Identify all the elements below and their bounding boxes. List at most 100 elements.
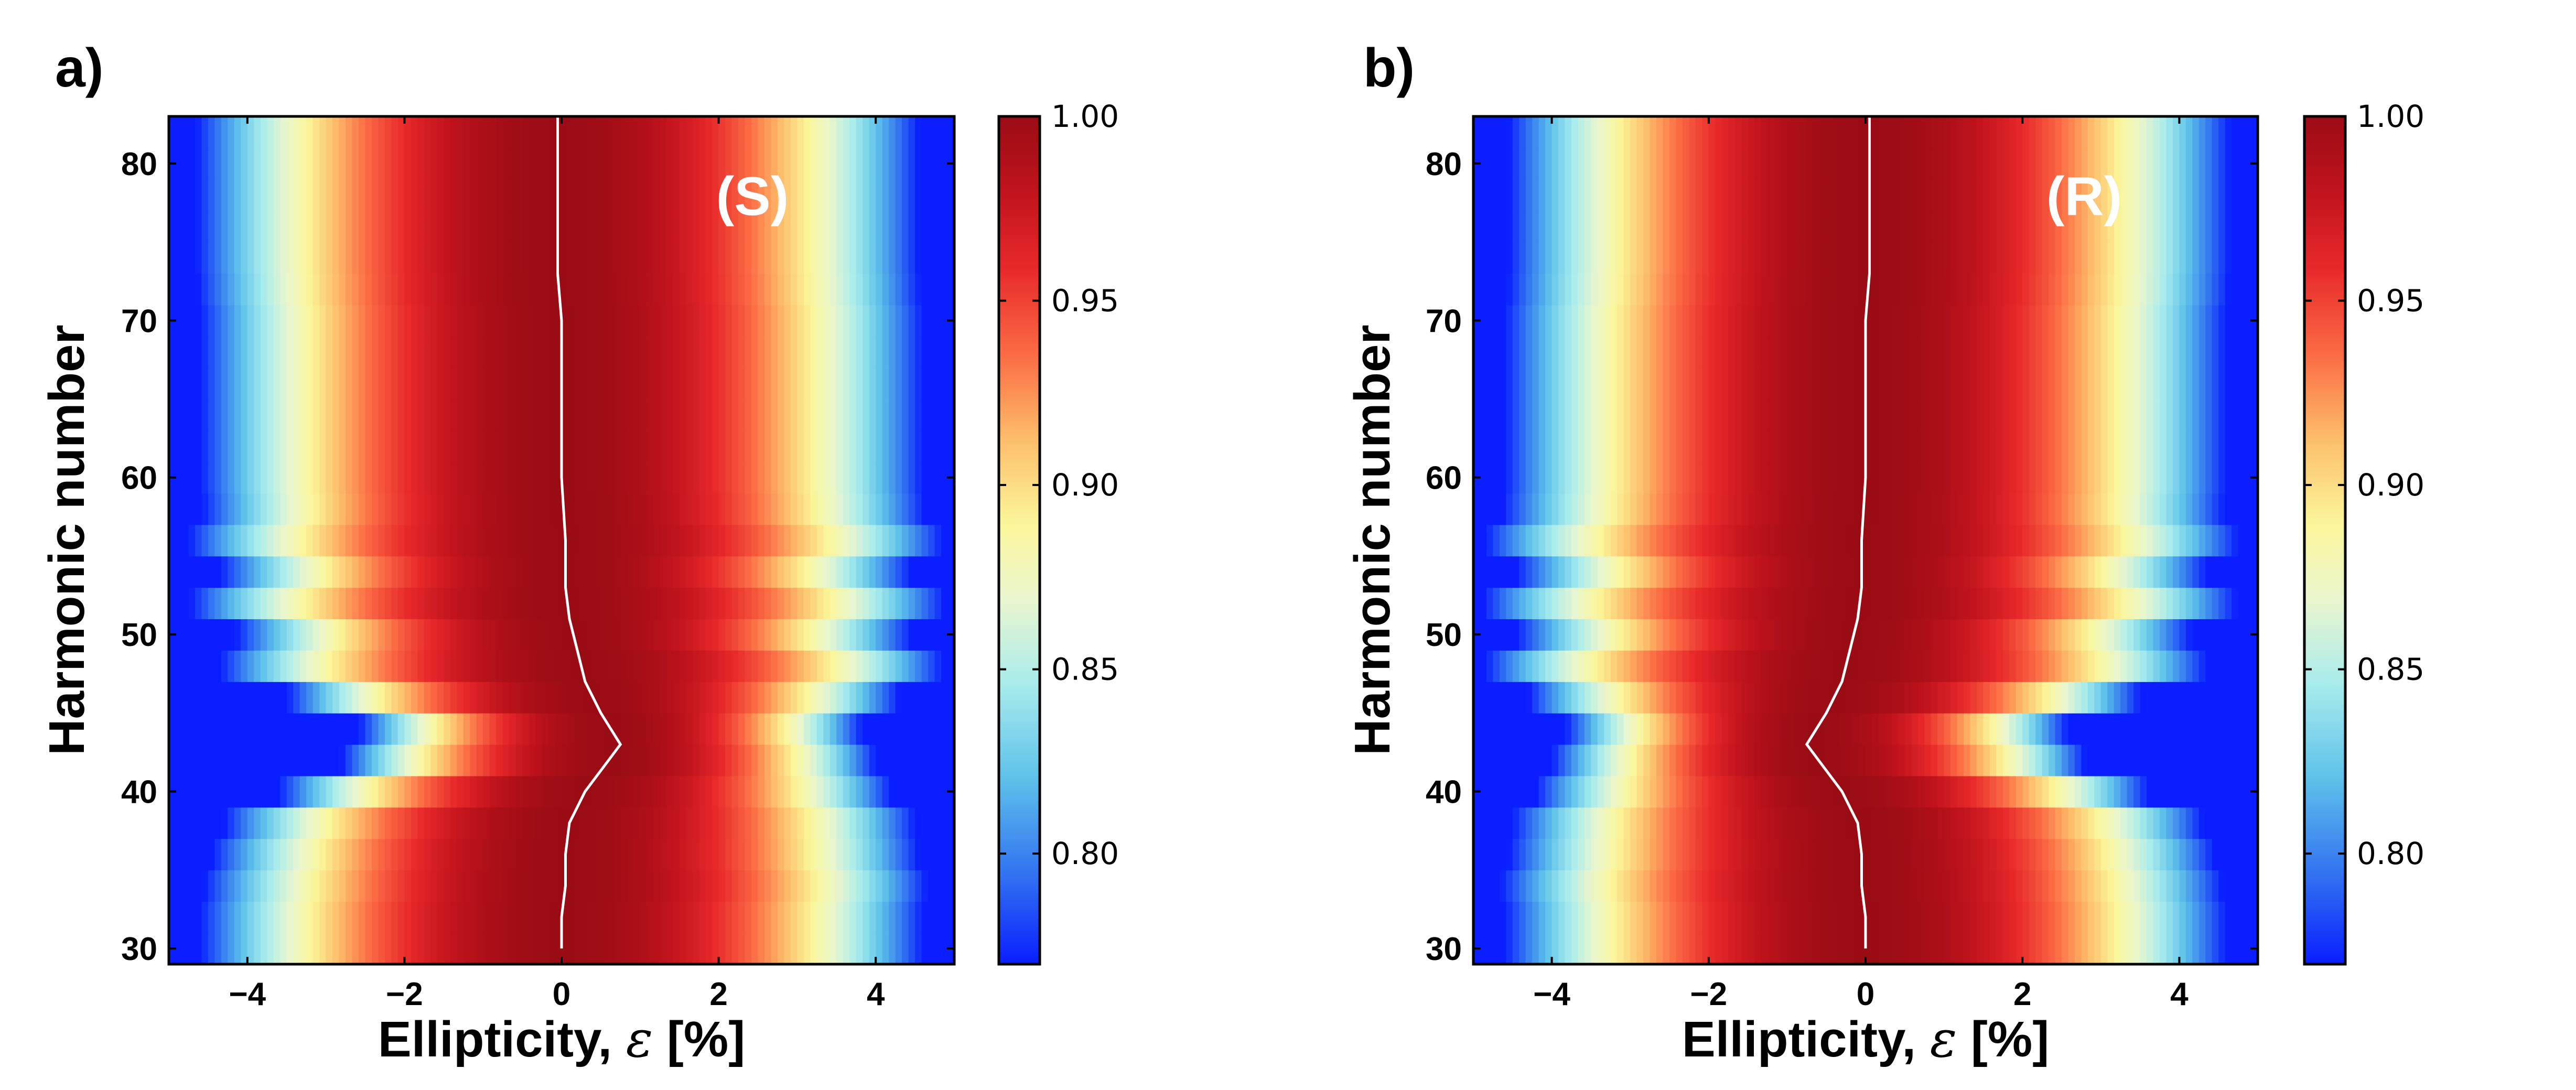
heatmap-cell (1813, 807, 1820, 839)
heatmap-cell (1480, 650, 1487, 682)
heatmap-cell (725, 744, 732, 776)
heatmap-cell (1767, 870, 1775, 902)
heatmap-cell (2147, 870, 2154, 902)
heatmap-cell (339, 368, 346, 400)
heatmap-cell (764, 744, 772, 776)
heatmap-cell (2062, 933, 2069, 965)
heatmap-cell (293, 682, 300, 714)
heatmap-cell (692, 933, 699, 965)
heatmap-cell (712, 336, 719, 368)
heatmap-cell (660, 273, 667, 306)
heatmap-cell (489, 461, 497, 494)
heatmap-cell (2127, 713, 2134, 745)
heatmap-cell (489, 619, 497, 651)
heatmap-cell (2074, 713, 2082, 745)
heatmap-cell (1780, 524, 1788, 557)
heatmap-cell (607, 524, 615, 557)
heatmap-cell (267, 242, 274, 274)
heatmap-cell (397, 587, 405, 620)
heatmap-cell (712, 116, 719, 148)
heatmap-cell (542, 682, 549, 714)
heatmap-cell (529, 461, 536, 494)
heatmap-cell (417, 210, 425, 243)
heatmap-cell (731, 524, 739, 557)
heatmap-cell (339, 116, 346, 148)
heatmap-cell (921, 713, 929, 745)
heatmap-cell (522, 524, 530, 557)
heatmap-cell (483, 775, 490, 808)
heatmap-cell (1885, 650, 1892, 682)
heatmap-cell (797, 368, 804, 400)
heatmap-cell (797, 650, 804, 682)
heatmap-cell (2100, 682, 2108, 714)
heatmap-cell (470, 147, 477, 180)
heatmap-cell (489, 744, 497, 776)
heatmap-cell (666, 179, 674, 211)
heatmap-cell (869, 368, 876, 400)
heatmap-cell (627, 461, 634, 494)
heatmap-cell (1486, 933, 1494, 965)
heatmap-cell (653, 461, 661, 494)
heatmap-cell (339, 933, 346, 965)
heatmap-cell (1970, 556, 1977, 588)
heatmap-cell (915, 775, 922, 808)
heatmap-cell (1996, 775, 2003, 808)
heatmap-cell (542, 273, 549, 306)
heatmap-cell (444, 305, 451, 337)
heatmap-cell (260, 556, 268, 588)
heatmap-cell (751, 273, 759, 306)
heatmap-cell (267, 116, 274, 148)
heatmap-cell (2074, 901, 2082, 933)
heatmap-cell (679, 179, 686, 211)
heatmap-cell (843, 619, 850, 651)
heatmap-cell (529, 179, 536, 211)
heatmap-cell (915, 116, 922, 148)
y-tick-label: 50 (121, 617, 157, 653)
heatmap-cell (326, 682, 333, 714)
heatmap-cell (2009, 775, 2017, 808)
heatmap-cell (175, 368, 182, 400)
heatmap-cell (908, 273, 915, 306)
heatmap-cell (751, 682, 759, 714)
heatmap-cell (319, 147, 327, 180)
heatmap-cell (947, 870, 955, 902)
heatmap-cell (1545, 838, 1553, 871)
heatmap-cell (228, 619, 235, 651)
heatmap-cell (522, 619, 530, 651)
heatmap-cell (1787, 587, 1794, 620)
heatmap-cell (234, 838, 242, 871)
heatmap-cell (201, 838, 209, 871)
heatmap-cell (758, 870, 765, 902)
heatmap-cell (1748, 650, 1755, 682)
heatmap-cell (228, 775, 235, 808)
heatmap-cell (260, 933, 268, 965)
heatmap-cell (725, 901, 732, 933)
heatmap-cell (934, 273, 942, 306)
heatmap-cell (181, 305, 189, 337)
heatmap-cell (784, 210, 791, 243)
heatmap-cell (600, 368, 608, 400)
heatmap-cell (1663, 901, 1670, 933)
heatmap-cell (2035, 650, 2043, 682)
heatmap-cell (751, 901, 759, 933)
heatmap-cell (359, 933, 366, 965)
heatmap-cell (777, 430, 785, 462)
heatmap-cell (437, 619, 445, 651)
heatmap-cell (1499, 901, 1507, 933)
heatmap-cell (581, 682, 588, 714)
heatmap-cell (535, 807, 543, 839)
heatmap-cell (829, 116, 837, 148)
heatmap-cell (319, 587, 327, 620)
heatmap-cell (2074, 775, 2082, 808)
heatmap-cell (1512, 838, 1520, 871)
heatmap-cell (915, 399, 922, 431)
heatmap-cell (876, 650, 883, 682)
heatmap-cell (653, 870, 661, 902)
heatmap-cell (228, 933, 235, 965)
heatmap-cell (535, 336, 543, 368)
heatmap-cell (1767, 933, 1775, 965)
heatmap-cell (332, 901, 340, 933)
heatmap-cell (352, 493, 359, 525)
heatmap-cell (430, 399, 438, 431)
heatmap-cell (640, 933, 648, 965)
